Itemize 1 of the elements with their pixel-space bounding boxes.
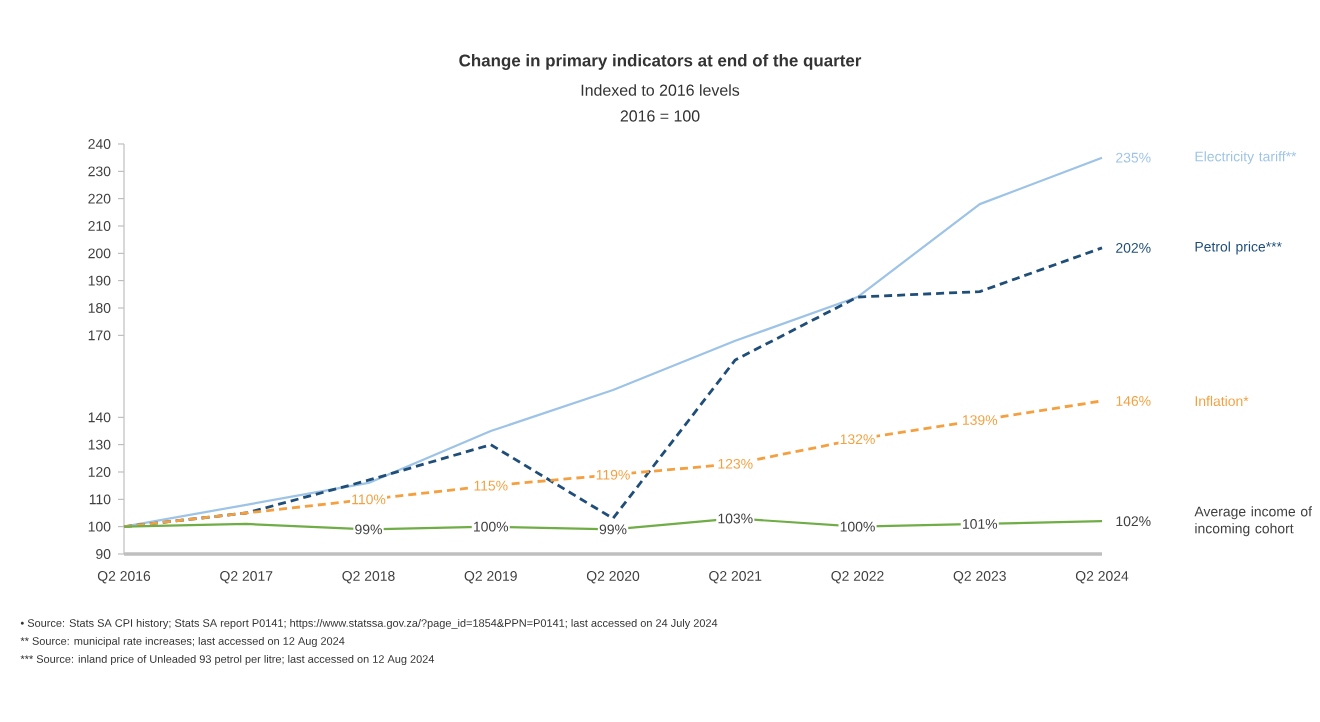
- chart-title: Change in primary indicators at end of the quarter: [459, 54, 862, 70]
